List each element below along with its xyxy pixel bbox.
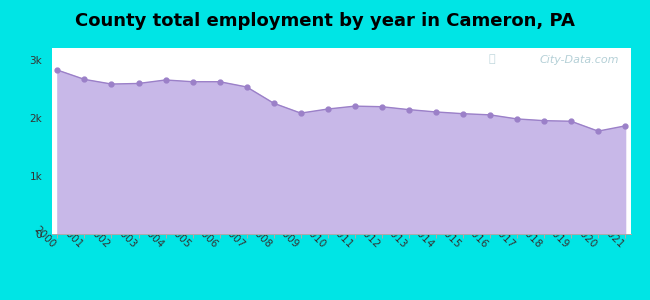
Text: ⓘ: ⓘ [489,54,495,64]
Text: County total employment by year in Cameron, PA: County total employment by year in Camer… [75,12,575,30]
Text: City-Data.com: City-Data.com [540,56,619,65]
